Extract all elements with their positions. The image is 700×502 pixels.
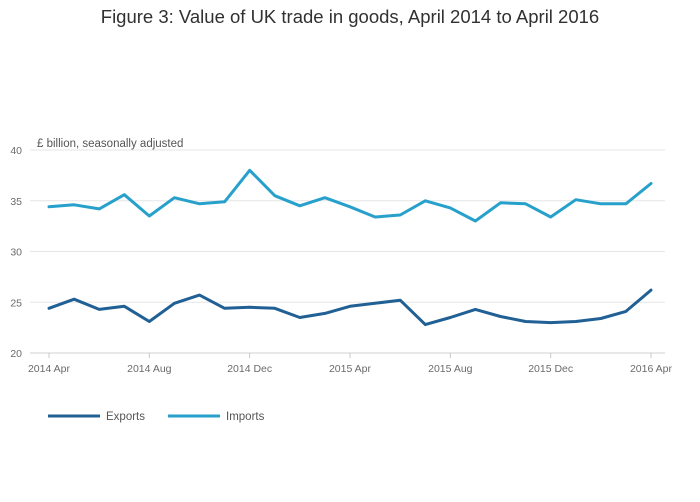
series-lines [47, 168, 653, 327]
legend-label-imports: Imports [226, 411, 265, 423]
series-line-exports [47, 288, 653, 327]
x-tick-label: 2015 Apr [329, 363, 372, 375]
series-line-imports [47, 168, 653, 223]
y-tick-label: 20 [10, 348, 22, 360]
x-tick-label: 2015 Dec [528, 363, 573, 375]
x-tick-label: 2014 Aug [127, 363, 172, 375]
y-axis-label: £ billion, seasonally adjusted [37, 138, 183, 150]
legend: Exports Imports [48, 411, 265, 423]
chart-title: Figure 3: Value of UK trade in goods, Ap… [100, 6, 600, 27]
x-tick-label: 2014 Dec [227, 363, 272, 375]
legend-label-exports: Exports [106, 411, 145, 423]
gridlines [30, 149, 665, 303]
x-tick-label: 2016 Apr [630, 363, 673, 375]
y-tick-label: 35 [10, 196, 22, 208]
x-tick-label: 2014 Apr [28, 363, 71, 375]
y-tick-label: 30 [10, 247, 22, 259]
y-tick-label: 40 [10, 145, 22, 157]
axes: 40 35 30 25 20 2014 Apr 2014 Aug 2014 Dec 2015 A… [10, 145, 672, 375]
x-tick-label: 2015 Aug [428, 363, 473, 375]
y-tick-label: 25 [10, 297, 22, 309]
